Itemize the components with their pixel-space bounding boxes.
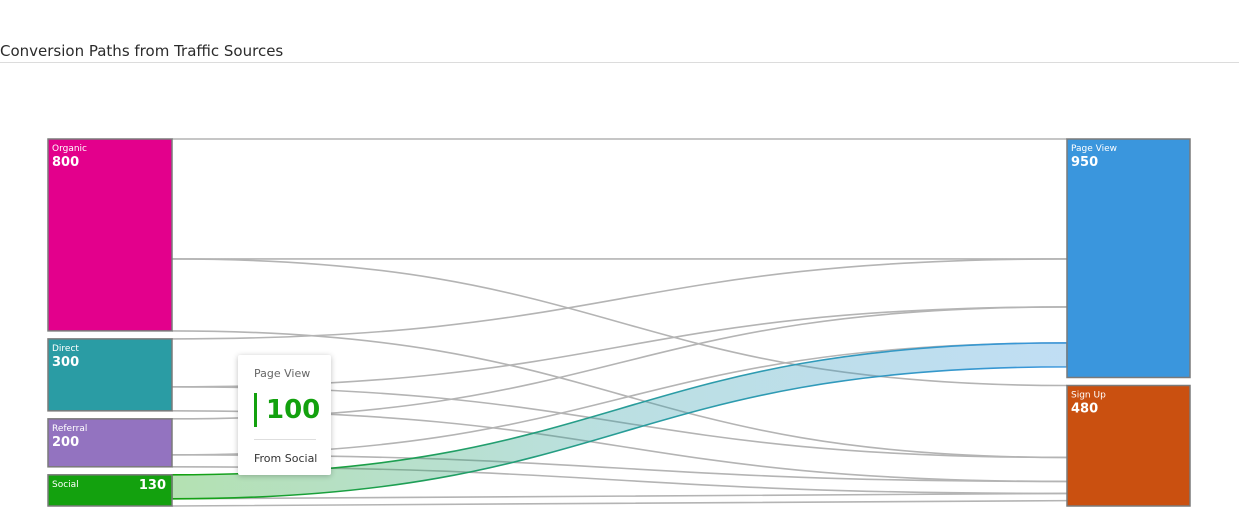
chart-title: Conversion Paths from Traffic Sources (0, 42, 284, 60)
node-social-label: Social (52, 480, 79, 490)
link-referral-to-page-view[interactable] (171, 306, 1068, 456)
node-referral-label: Referral (52, 424, 87, 434)
link-organic-to-page-view[interactable] (172, 138, 1067, 260)
node-direct-label: Direct (52, 344, 79, 354)
link-direct-to-page-view-bottom-edge (171, 306, 1068, 388)
tooltip-source: From Social (254, 452, 318, 465)
link-referral-to-page-view-bottom-edge (171, 342, 1068, 456)
node-direct-value: 300 (52, 355, 79, 370)
node-page-view-bar[interactable] (1066, 138, 1191, 379)
link-social-to-sign-up[interactable] (171, 492, 1068, 507)
node-sign-up-value: 480 (1071, 401, 1098, 416)
link-organic-to-sign-up-bottom-edge (171, 330, 1068, 459)
node-direct-bar[interactable] (47, 338, 173, 412)
tooltip-accent-bar (254, 393, 257, 427)
node-social[interactable]: Social 130 (47, 474, 173, 507)
node-social-bar[interactable] (47, 474, 173, 507)
link-organic-to-sign-up-top-edge (171, 258, 1068, 387)
node-referral-bar[interactable] (47, 418, 173, 468)
link-direct-to-page-view-top-edge (171, 258, 1068, 340)
node-page-view-value: 950 (1071, 155, 1098, 170)
link-referral-to-page-view-top-edge (171, 306, 1068, 420)
node-sign-up-bar[interactable] (1066, 384, 1191, 507)
node-page-view-label: Page View (1071, 144, 1117, 154)
tooltip-target: Page View (254, 367, 311, 380)
node-social-value: 130 (139, 478, 166, 493)
link-tooltip: Page View 100 From Social (238, 355, 331, 475)
link-social-to-sign-up-bottom-edge (171, 499, 1068, 507)
title-divider (0, 62, 1239, 63)
links-layer (171, 138, 1068, 507)
node-organic-label: Organic (52, 144, 87, 154)
link-social-to-sign-up-top-edge (171, 492, 1068, 500)
link-direct-to-page-view[interactable] (171, 258, 1068, 388)
link-referral-to-sign-up-top-edge (171, 454, 1068, 483)
tooltip-value: 100 (266, 395, 321, 425)
link-direct-to-sign-up-bottom-edge (171, 410, 1068, 483)
node-referral-value: 200 (52, 435, 79, 450)
node-organic-value: 800 (52, 155, 79, 170)
link-organic-to-sign-up[interactable] (171, 258, 1068, 459)
tooltip-divider (254, 439, 316, 440)
node-organic-bar[interactable] (47, 138, 173, 332)
node-sign-up-label: Sign Up (1071, 390, 1106, 400)
